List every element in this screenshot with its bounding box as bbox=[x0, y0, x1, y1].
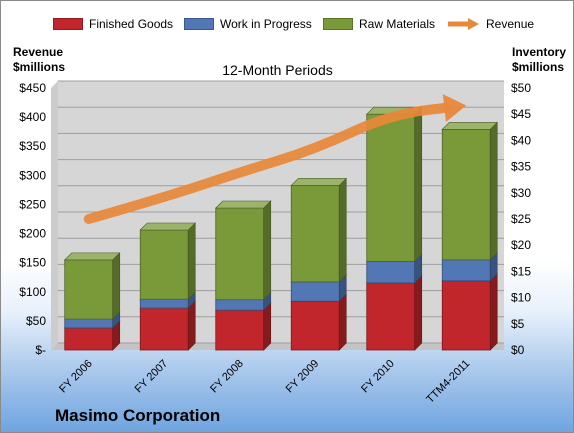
legend-arrow-icon bbox=[448, 18, 479, 30]
legend-label-raw-materials: Raw Materials bbox=[359, 17, 436, 31]
left-tick-label: $350 bbox=[19, 139, 46, 153]
bar-raw-materials-top bbox=[441, 122, 498, 130]
bar-work-in-progress bbox=[290, 281, 340, 302]
bar-raw-materials-top bbox=[290, 178, 347, 186]
bar-raw-materials-side bbox=[112, 252, 121, 320]
right-tick-label: $20 bbox=[511, 238, 531, 252]
right-tick-label: $45 bbox=[511, 107, 531, 121]
right-axis-title: Inventory $millions bbox=[512, 45, 566, 75]
left-axis-title-line2: $millions bbox=[13, 60, 66, 74]
legend-label-revenue: Revenue bbox=[486, 17, 535, 31]
bar-raw-materials-top bbox=[139, 222, 196, 231]
right-tick-label: $35 bbox=[511, 160, 531, 174]
bar-finished-goods bbox=[366, 282, 416, 351]
revenue-arrowhead bbox=[442, 94, 467, 122]
bar-raw-materials bbox=[441, 128, 491, 261]
left-tick-label: $- bbox=[35, 343, 46, 357]
x-tick-label: FY 2009 bbox=[284, 358, 322, 396]
x-tick-label: FY 2010 bbox=[359, 358, 397, 396]
right-tick-label: $30 bbox=[511, 186, 531, 200]
left-tick-label: $450 bbox=[19, 81, 46, 95]
bar-raw-materials-side bbox=[187, 222, 196, 300]
bar-raw-materials-top bbox=[215, 200, 272, 209]
right-tick-label: $15 bbox=[511, 264, 531, 278]
bar-raw-materials bbox=[366, 113, 416, 262]
right-tick-label: $10 bbox=[511, 291, 531, 305]
bar-finished-goods bbox=[441, 280, 491, 351]
x-tick-label: FY 2008 bbox=[208, 358, 246, 396]
bar-raw-materials bbox=[139, 229, 189, 300]
right-tick-label: $25 bbox=[511, 212, 531, 226]
bar-raw-materials-top bbox=[64, 252, 121, 261]
left-tick-label: $100 bbox=[19, 285, 46, 299]
bar-work-in-progress bbox=[215, 299, 265, 311]
bar-raw-materials-side bbox=[489, 121, 498, 261]
right-tick-label: $40 bbox=[511, 133, 531, 147]
bar-raw-materials bbox=[64, 259, 114, 320]
right-tick-label: $5 bbox=[511, 317, 525, 331]
legend-item-finished-goods: Finished Goods bbox=[53, 17, 173, 31]
left-tick-label: $50 bbox=[26, 314, 46, 328]
x-tick-label: TTM4-2011 bbox=[424, 358, 472, 406]
bar-raw-materials bbox=[215, 207, 265, 301]
bar-finished-goods-side bbox=[263, 302, 272, 351]
left-tick-label: $400 bbox=[19, 110, 46, 124]
revenue-line bbox=[83, 102, 450, 224]
bar-finished-goods bbox=[290, 300, 340, 351]
left-axis-title-line1: Revenue bbox=[13, 45, 64, 59]
right-axis-title-line2: $millions bbox=[512, 60, 565, 74]
legend-swatch-finished-goods bbox=[53, 18, 83, 30]
plot-side-wall bbox=[51, 81, 58, 350]
bar-finished-goods bbox=[215, 309, 265, 351]
bar-work-in-progress bbox=[139, 298, 189, 309]
chart-subtitle: 12-Month Periods bbox=[222, 62, 333, 78]
legend-item-raw-materials: Raw Materials bbox=[323, 17, 435, 31]
bar-finished-goods-side bbox=[187, 300, 196, 351]
bar-finished-goods-side bbox=[338, 293, 347, 351]
company-name: Masimo Corporation bbox=[55, 406, 221, 425]
bar-raw-materials-side bbox=[263, 200, 272, 301]
x-tick-label: FY 2007 bbox=[133, 358, 171, 396]
bar-work-in-progress bbox=[366, 261, 416, 284]
x-tick-label: FY 2006 bbox=[57, 358, 95, 396]
right-tick-label: $0 bbox=[511, 343, 525, 357]
right-tick-label: $50 bbox=[511, 81, 531, 95]
left-tick-label: $300 bbox=[19, 168, 46, 182]
bar-raw-materials-side bbox=[414, 106, 423, 263]
bar-work-in-progress bbox=[64, 318, 114, 329]
bar-work-in-progress bbox=[441, 259, 491, 282]
bar-raw-materials-side bbox=[338, 177, 347, 283]
bar-finished-goods-side bbox=[489, 273, 498, 351]
left-axis-title: Revenue $millions bbox=[13, 45, 65, 75]
legend-item-revenue: Revenue bbox=[448, 17, 534, 31]
legend-swatch-raw-materials bbox=[323, 18, 353, 30]
legend-swatch-work-in-progress bbox=[184, 18, 214, 30]
left-tick-label: $250 bbox=[19, 197, 46, 211]
legend-label-finished-goods: Finished Goods bbox=[89, 17, 174, 31]
left-tick-label: $150 bbox=[19, 256, 46, 270]
left-tick-label: $200 bbox=[19, 227, 46, 241]
right-axis-title-line1: Inventory bbox=[512, 45, 567, 59]
bar-finished-goods-side bbox=[414, 275, 423, 351]
bar-finished-goods bbox=[139, 307, 189, 351]
bar-finished-goods bbox=[64, 327, 114, 351]
legend-item-work-in-progress: Work in Progress bbox=[184, 17, 312, 31]
legend-label-work-in-progress: Work in Progress bbox=[220, 17, 312, 31]
bar-raw-materials bbox=[290, 185, 340, 283]
